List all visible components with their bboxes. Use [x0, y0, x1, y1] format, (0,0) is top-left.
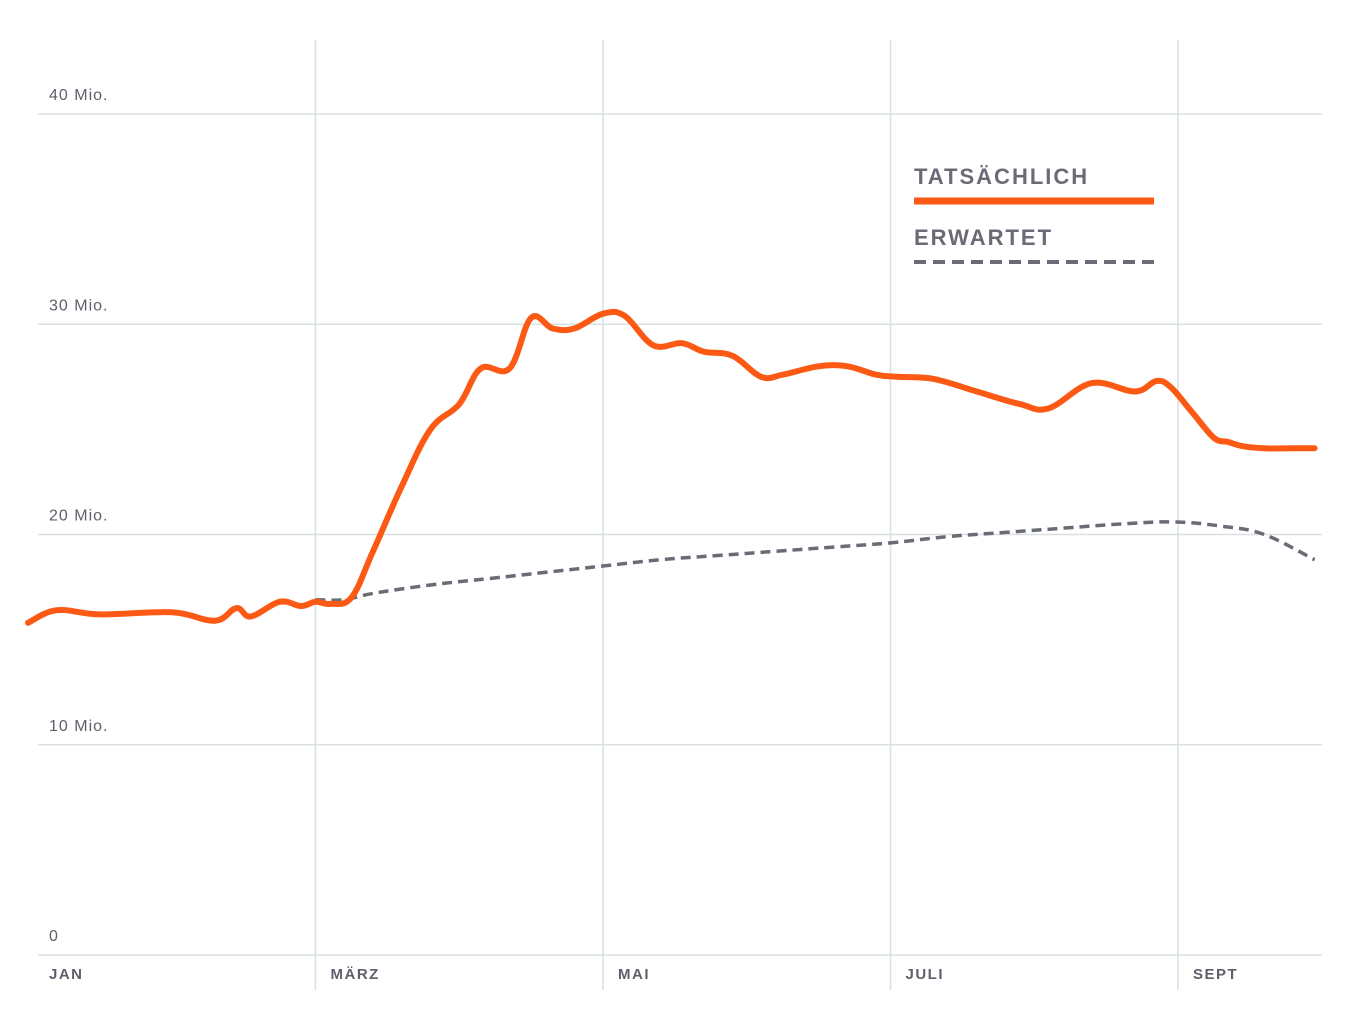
y-tick-label: 30 Mio. [49, 297, 108, 314]
series-layer [25, 308, 1318, 626]
x-tick-label: SEPT [1193, 966, 1238, 983]
x-tick-label: JULI [906, 966, 945, 983]
series-line-actual [25, 308, 1318, 626]
x-tick-label: MÄRZ [331, 966, 380, 983]
y-axis-tick-labels: 0 10 Mio. 20 Mio. 30 Mio. 40 Mio. [49, 87, 108, 945]
y-tick-label: 10 Mio. [49, 718, 108, 735]
y-tick-label: 0 [49, 928, 59, 945]
y-tick-label: 40 Mio. [49, 87, 108, 104]
legend-label-actual: TATSÄCHLICH [914, 164, 1089, 189]
x-tick-label: MAI [618, 966, 650, 983]
x-tick-label: JAN [49, 966, 84, 983]
grid-layer [38, 40, 1322, 990]
series-line-expected [315, 520, 1316, 602]
y-tick-label: 20 Mio. [49, 508, 108, 525]
legend-label-expected: ERWARTET [914, 225, 1053, 250]
legend: TATSÄCHLICH ERWARTET [914, 164, 1154, 264]
x-axis-tick-labels: JAN MÄRZ MAI JULI SEPT [49, 966, 1238, 983]
